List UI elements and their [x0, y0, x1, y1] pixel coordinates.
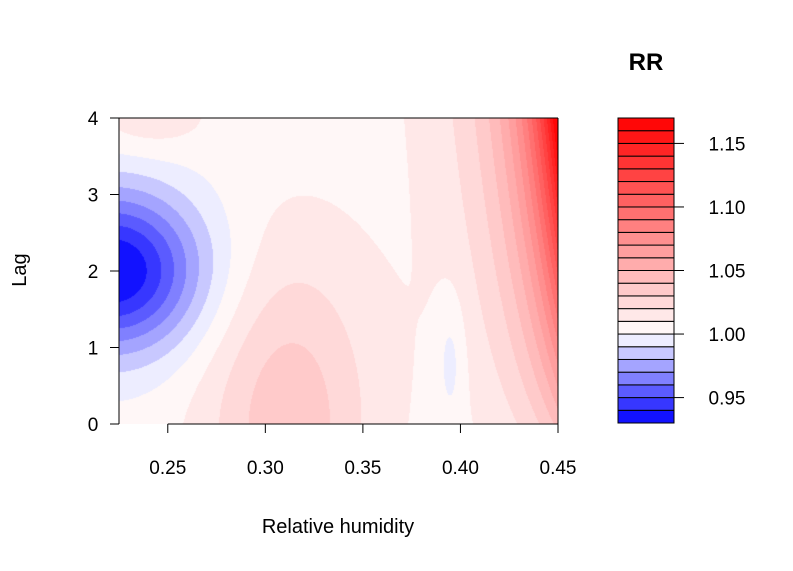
legend: 0.95 1.00 1.05 1.10 1.15 — [617, 117, 746, 424]
axes: 0.25 0.30 0.35 0.40 0.45 0 1 2 3 4 — [88, 109, 577, 479]
x-tick-label: 0.40 — [442, 458, 479, 479]
x-tick-label: 0.45 — [540, 458, 577, 479]
plot-area — [119, 118, 558, 424]
x-tick-label: 0.35 — [344, 458, 381, 479]
legend-color-band — [617, 308, 675, 322]
legend-title: RR — [629, 49, 664, 76]
x-tick-label: 0.30 — [247, 458, 284, 479]
legend-tick-label: 0.95 — [709, 389, 746, 410]
legend-color-band — [617, 282, 675, 297]
y-tick-label: 2 — [88, 262, 99, 283]
legend-color-band — [617, 193, 675, 208]
legend-color-band — [617, 117, 675, 132]
legend-color-band — [617, 397, 675, 411]
x-tick-label: 0.25 — [149, 458, 186, 479]
rr-contour-field — [119, 118, 558, 424]
legend-tick-label: 1.05 — [709, 262, 746, 283]
legend-color-band — [617, 346, 675, 360]
x-axis-label: Relative humidity — [262, 516, 414, 538]
y-tick-label: 1 — [88, 339, 99, 360]
legend-color-band — [617, 155, 675, 170]
legend-color-band — [617, 371, 675, 386]
legend-color-band — [617, 142, 675, 157]
y-axis-label: Lag — [9, 253, 31, 286]
legend-color-band — [617, 295, 675, 310]
y-tick-label: 3 — [88, 186, 99, 207]
legend-color-band — [617, 206, 675, 221]
legend-color-band — [617, 181, 675, 195]
legend-color-band — [617, 358, 675, 373]
y-tick-label: 0 — [88, 415, 99, 436]
legend-color-band — [617, 409, 675, 424]
legend-color-band — [617, 231, 675, 246]
legend-color-band — [617, 257, 675, 271]
legend-color-band — [617, 219, 675, 233]
legend-tick-label: 1.15 — [709, 134, 746, 155]
legend-tick-label: 1.10 — [709, 198, 746, 219]
legend-color-band — [617, 270, 675, 284]
legend-color-band — [617, 333, 675, 348]
legend-color-band — [617, 320, 675, 335]
legend-color-band — [617, 130, 675, 144]
legend-tick-label: 1.00 — [709, 325, 746, 346]
y-tick-label: 4 — [88, 109, 99, 130]
legend-color-band — [617, 168, 675, 183]
legend-color-band — [617, 244, 675, 259]
legend-color-band — [617, 384, 675, 399]
